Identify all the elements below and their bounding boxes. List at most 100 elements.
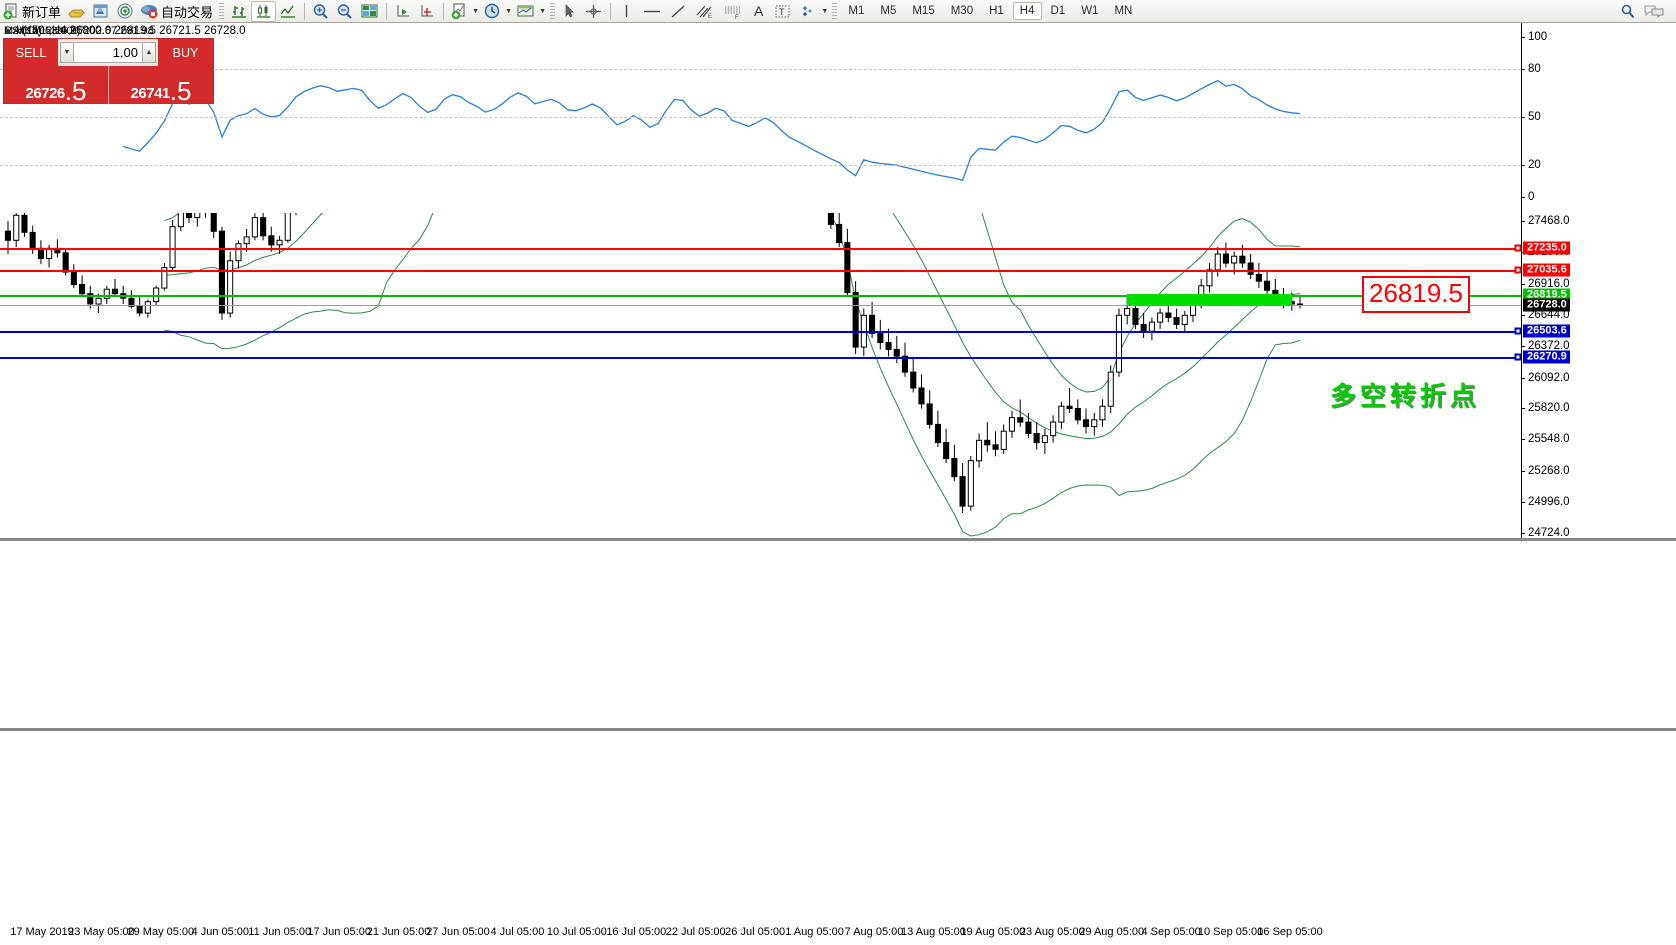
pane-divider-1[interactable] — [0, 538, 1676, 541]
trendline-button[interactable] — [666, 1, 691, 22]
cursor-button[interactable] — [558, 1, 581, 22]
templates-button[interactable] — [513, 1, 538, 22]
price-tag-26819.5[interactable]: 26819.5 — [1523, 288, 1570, 302]
period-button[interactable] — [480, 1, 504, 22]
price-axis-label: 26916.0 — [1528, 277, 1570, 290]
fibonacci-button[interactable]: F — [719, 1, 747, 22]
horizontal-line-handle[interactable] — [1514, 244, 1521, 252]
price-tag-27035.6[interactable]: 27035.6 — [1523, 263, 1570, 277]
time-axis[interactable]: 17 May 2019 23 May 05:00 29 May 05:00 4 Jun… — [0, 922, 1676, 945]
horizontal-line-handle[interactable] — [1514, 266, 1521, 274]
vertical-line-button[interactable] — [615, 1, 638, 22]
candlestick-chart-button[interactable] — [251, 0, 277, 22]
price-axis-label: 26092.0 — [1528, 371, 1570, 384]
price-annotation-box[interactable]: 26819.5 — [1362, 275, 1470, 313]
time-axis-label: 19 Aug 05:00 — [960, 926, 1026, 938]
zoom-in-button[interactable] — [309, 1, 333, 22]
price-tag-26503.6[interactable]: 26503.6 — [1523, 324, 1570, 338]
objects-dropdown-arrow[interactable]: ▼ — [821, 7, 829, 15]
horizontal-line-blue-support[interactable] — [0, 330, 1521, 333]
grid-button[interactable] — [357, 1, 382, 22]
auto-trading-button[interactable]: 自动交易 — [137, 1, 216, 22]
toolbar-grip-2[interactable] — [550, 2, 556, 20]
rsi-axis[interactable]: 100 80 50 20 0 — [1521, 23, 1676, 213]
chat-icon — [1644, 5, 1664, 18]
trendline-icon — [671, 4, 685, 18]
price-axis-label: 24996.0 — [1528, 496, 1570, 509]
volume-input[interactable]: 1.00 — [74, 42, 142, 63]
toolbar-grip-3[interactable] — [832, 2, 838, 20]
sell-button[interactable]: SELL — [4, 39, 58, 66]
equidistant-channel-icon: E — [696, 5, 712, 20]
text-button[interactable]: A — [747, 1, 770, 22]
timeframe-w1[interactable]: W1 — [1081, 5, 1099, 17]
rsi-axis-label: 0 — [1528, 191, 1535, 203]
shift-end-button[interactable] — [391, 1, 415, 22]
time-axis-label: 27 Jun 05:00 — [426, 926, 490, 938]
timeframe-d1[interactable]: D1 — [1050, 5, 1066, 17]
zoom-out-button[interactable] — [333, 1, 357, 22]
chart-window[interactable]: HK50-,H4 26800.0 26819.5 26721.5 26728.0… — [0, 23, 1676, 945]
price-tag-26728.0[interactable]: 26728.0 — [1523, 298, 1570, 312]
timeframe-m5[interactable]: M5 — [880, 5, 897, 17]
price-tag-27235.0[interactable]: 27235.0 — [1523, 241, 1570, 255]
equidistant-channel-button[interactable]: E — [691, 1, 719, 22]
timeframe-mn[interactable]: MN — [1114, 5, 1133, 17]
time-axis-label: 17 Jun 05:00 — [307, 926, 371, 938]
timeframe-m30[interactable]: M30 — [950, 5, 974, 17]
profile-window-button[interactable] — [89, 1, 113, 22]
toolbar-grip-1[interactable] — [219, 2, 225, 20]
candlestick-chart-icon — [257, 4, 271, 18]
price-axis-tick — [1521, 283, 1525, 285]
time-axis-label: 11 Jun 05:00 — [248, 926, 312, 938]
one-click-trading-panel[interactable]: SELL ▼ 1.00 ▲ BUY 26726 .5 26741 .5 — [3, 38, 214, 105]
line-chart-button[interactable] — [276, 1, 300, 22]
timeframe-m15[interactable]: M15 — [912, 5, 935, 17]
add-indicator-button[interactable] — [448, 1, 471, 22]
price-tag-26270.9[interactable]: 26270.9 — [1523, 350, 1570, 364]
new-order-button[interactable]: 新订单 — [0, 1, 64, 22]
timeframe-h1[interactable]: H1 — [989, 5, 1004, 17]
buy-price[interactable]: 26741 .5 — [109, 66, 213, 105]
chat-button[interactable] — [1640, 1, 1668, 22]
signals-icon — [117, 3, 133, 18]
volume-increase-button[interactable]: ▲ — [142, 42, 156, 63]
horizontal-line-handle[interactable] — [1514, 353, 1521, 361]
text-label-button[interactable]: T — [770, 1, 795, 22]
templates-dropdown-arrow[interactable]: ▼ — [539, 7, 546, 15]
rsi-axis-tick — [1521, 69, 1525, 70]
time-axis-label: 4 Jul 05:00 — [490, 926, 545, 938]
signals-button[interactable] — [113, 1, 137, 22]
timeframe-m1[interactable]: M1 — [848, 5, 865, 17]
volume-decrease-button[interactable]: ▼ — [60, 42, 74, 63]
bar-chart-button[interactable] — [227, 1, 251, 22]
time-axis-label: 23 May 05:00 — [68, 926, 135, 938]
chinese-annotation-text[interactable]: 多空转折点 — [1330, 380, 1481, 411]
highlight-rectangle[interactable] — [1127, 293, 1292, 306]
gold-bar-button[interactable] — [64, 1, 89, 22]
rsi-pane[interactable]: RSI(14) 53.0007 100 80 50 20 0 — [0, 23, 1676, 213]
svg-text:F: F — [735, 15, 739, 20]
toolbar-separator-2 — [386, 2, 388, 20]
rsi-plot-area[interactable] — [0, 23, 1521, 213]
pane-divider-2[interactable] — [0, 728, 1676, 731]
objects-button[interactable] — [795, 1, 820, 22]
auto-scroll-button[interactable] — [415, 1, 439, 22]
horizontal-line-blue-support[interactable] — [0, 357, 1521, 360]
search-button[interactable] — [1616, 1, 1640, 22]
buy-button[interactable]: BUY — [158, 39, 213, 66]
horizontal-line-green-pivot[interactable] — [0, 294, 1521, 297]
horizontal-line-red-resistance[interactable] — [0, 270, 1521, 273]
sell-price[interactable]: 26726 .5 — [4, 66, 109, 105]
horizontal-line-handle[interactable] — [1514, 327, 1521, 335]
horizontal-line-button[interactable] — [638, 1, 666, 22]
horizontal-line-last-price[interactable] — [0, 305, 1521, 307]
crosshair-button[interactable] — [581, 1, 606, 22]
add-indicator-dropdown-arrow[interactable]: ▼ — [472, 7, 479, 15]
main-toolbar: 新订单 自动交易 — [0, 0, 1676, 23]
period-dropdown-arrow[interactable]: ▼ — [505, 7, 512, 15]
collapse-triangle-icon[interactable] — [4, 28, 12, 34]
timeframe-h4[interactable]: H4 — [1012, 2, 1042, 20]
volume-stepper[interactable]: ▼ 1.00 ▲ — [58, 39, 158, 66]
horizontal-line-red-resistance[interactable] — [0, 247, 1521, 250]
